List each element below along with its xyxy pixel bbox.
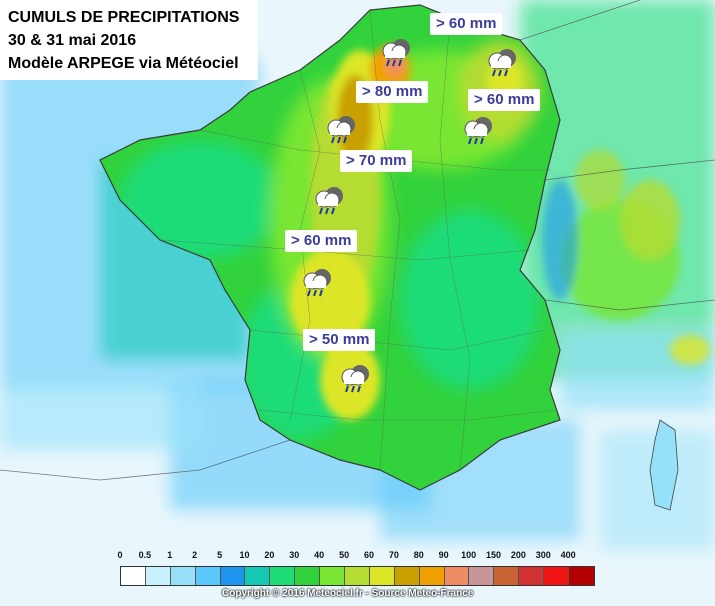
legend-tick-label: 20: [264, 550, 275, 560]
legend-tick-label: 1: [167, 550, 173, 560]
legend-tick-label: 80: [413, 550, 424, 560]
legend-tick-label: 100: [461, 550, 477, 560]
legend-tick-label: 50: [339, 550, 350, 560]
rain-cloud-icon: [464, 117, 492, 145]
legend-tick-label: 10: [239, 550, 250, 560]
legend-swatch: [569, 567, 594, 585]
legend-swatch: [145, 567, 171, 585]
legend-swatch: [369, 567, 395, 585]
rain-cloud-icon: [303, 269, 331, 297]
legend-tick-label: 200: [510, 550, 526, 560]
map-title-box: CUMULS DE PRECIPITATIONS 30 & 31 mai 201…: [0, 0, 258, 80]
legend-swatch: [419, 567, 445, 585]
label-center-60: > 60 mm: [285, 230, 358, 252]
rain-cloud-icon: [341, 365, 369, 393]
legend-tick-labels: 0 0.5 1 2 5 10 20 30 40 50 60 70 80 90 100 150 200 300 400: [110, 550, 610, 564]
neighbour-borders: [0, 0, 715, 481]
legend-tick-label: 0: [117, 550, 123, 560]
label-north-80: > 80 mm: [356, 81, 429, 103]
land-precip-layer: [120, 40, 540, 440]
legend-swatch: [345, 567, 370, 585]
rain-cloud-icon: [315, 187, 343, 215]
rain-cloud-icon: [382, 39, 410, 67]
label-east-60: > 60 mm: [468, 89, 541, 111]
copyright-text: Copyright © 2016 Meteociel.fr - Source M…: [222, 588, 474, 599]
rain-cloud-icon: [488, 49, 516, 77]
legend-swatch: [544, 567, 570, 585]
corsica-island: [649, 419, 679, 511]
label-east-60-top: > 60 mm: [430, 13, 503, 35]
legend-tick-label: 400: [560, 550, 576, 560]
legend-tick-label: 60: [363, 550, 375, 560]
legend-swatch: [494, 567, 520, 585]
map-source: Modèle ARPEGE via Météociel: [8, 55, 239, 72]
legend-tick-label: 30: [289, 550, 300, 560]
legend-swatch: [270, 567, 296, 585]
legend-tick-label: 40: [314, 550, 325, 560]
rain-cloud-icon: [327, 116, 355, 144]
legend-swatch: [394, 567, 420, 585]
label-center-70: > 70 mm: [340, 150, 413, 172]
legend-tick-label: 90: [438, 550, 449, 560]
map-title: CUMULS DE PRECIPITATIONS: [8, 9, 240, 26]
legend-swatch: [170, 567, 196, 585]
legend-swatch: [469, 567, 495, 585]
east-precip-layer: [542, 150, 710, 365]
legend-swatch: [295, 567, 321, 585]
legend-tick-label: 70: [388, 550, 399, 560]
legend-tick-label: 2: [192, 550, 198, 560]
map-date: 30 & 31 mai 2016: [8, 32, 137, 49]
legend-tick-label: 150: [485, 550, 502, 560]
legend-swatch: [320, 567, 346, 585]
legend-swatch: [121, 567, 146, 585]
legend-swatch: [220, 567, 246, 585]
legend-tick-label: 0.5: [138, 550, 152, 560]
legend-swatch: [245, 567, 271, 585]
legend-tick-label: 5: [217, 550, 223, 560]
legend-swatch: [195, 567, 221, 585]
label-south-50: > 50 mm: [303, 329, 376, 351]
legend-swatch: [519, 567, 545, 585]
legend-color-scale: [120, 566, 595, 586]
legend-tick-label: 300: [535, 550, 551, 560]
legend-swatch: [444, 567, 470, 585]
